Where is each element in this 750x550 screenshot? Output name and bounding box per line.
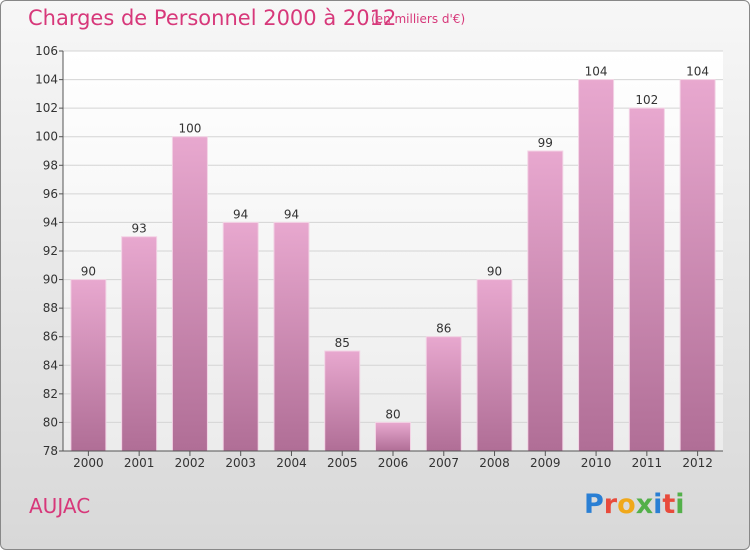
y-tick-label: 94 (43, 215, 58, 229)
logo-letter: x (635, 489, 654, 520)
x-tick-label: 2002 (175, 456, 206, 470)
logo-letter: t (662, 489, 676, 520)
chart-subtitle: (en milliers d'€) (371, 12, 466, 26)
bar-2010[interactable] (578, 79, 615, 452)
bar-2009[interactable] (527, 150, 564, 452)
logo-letter: o (617, 489, 636, 520)
data-label: 90 (81, 265, 96, 279)
x-axis: 2000 2001 2002 2003 2004 2005 2006 2007 2008 2009… (63, 450, 723, 470)
x-tick-label: 2011 (632, 456, 663, 470)
chart-title: Charges de Personnel 2000 à 2012 (28, 6, 397, 30)
data-label: 104 (585, 65, 608, 79)
x-tick-label: 2003 (225, 456, 256, 470)
x-tick-label: 2009 (530, 456, 561, 470)
y-tick-label: 84 (43, 358, 58, 372)
data-label: 93 (132, 222, 147, 236)
x-tick-label: 2004 (276, 456, 307, 470)
x-tick-label: 2001 (124, 456, 155, 470)
data-labels: 90 93 100 94 94 85 80 86 90 99 104 102 104 (81, 65, 709, 422)
y-tick-label: 96 (43, 187, 58, 201)
data-label: 104 (686, 65, 709, 79)
data-label: 86 (436, 322, 451, 336)
proxiti-logo[interactable]: Proxiti (584, 489, 685, 520)
logo-letter: i (653, 489, 663, 520)
x-tick-label: 2010 (581, 456, 612, 470)
y-tick-label: 102 (35, 101, 58, 115)
y-tick-label: 106 (35, 44, 58, 58)
bar-2004[interactable] (273, 221, 310, 452)
bar-2007[interactable] (425, 336, 462, 452)
logo-letter: r (603, 489, 618, 520)
y-tick-label: 86 (43, 330, 58, 344)
y-tick-label: 100 (35, 130, 58, 144)
bar-2005[interactable] (324, 350, 361, 452)
x-tick-label: 2005 (327, 456, 358, 470)
bar-2002[interactable] (171, 136, 208, 452)
y-tick-label: 82 (43, 387, 58, 401)
y-tick-label: 90 (43, 273, 58, 287)
data-label: 100 (178, 122, 201, 136)
bar-2006[interactable] (375, 421, 411, 452)
logo-letter: P (584, 489, 604, 520)
logo-letter: i (675, 489, 685, 520)
x-tick-label: 2007 (428, 456, 459, 470)
bar-2011[interactable] (628, 107, 665, 452)
bar-chart: 90 93 100 94 94 85 80 86 90 99 104 102 104 78 80 82 84 8… (35, 44, 723, 470)
data-label: 90 (487, 265, 502, 279)
bar-2000[interactable] (70, 279, 107, 452)
y-tick-label: 98 (43, 158, 58, 172)
y-tick-label: 78 (43, 444, 58, 458)
data-label: 85 (335, 336, 350, 350)
y-tick-label: 80 (43, 415, 58, 429)
data-label: 80 (385, 407, 400, 421)
y-tick-label: 88 (43, 301, 58, 315)
data-label: 102 (635, 93, 658, 107)
data-label: 94 (233, 207, 248, 221)
x-tick-label: 2006 (378, 456, 409, 470)
town-name: AUJAC (29, 494, 91, 518)
x-tick-label: 2000 (73, 456, 104, 470)
y-tick-label: 104 (35, 73, 58, 87)
y-tick-label: 92 (43, 244, 58, 258)
data-label: 94 (284, 207, 299, 221)
y-axis: 78 80 82 84 86 88 90 92 94 96 98 100 102 104 106 (35, 44, 64, 458)
x-tick-label: 2008 (479, 456, 510, 470)
bar-2008[interactable] (476, 279, 513, 452)
data-label: 99 (538, 136, 553, 150)
bar-2012[interactable] (679, 79, 716, 452)
bar-2001[interactable] (121, 236, 158, 452)
bar-2003[interactable] (222, 221, 259, 452)
x-tick-label: 2012 (682, 456, 713, 470)
